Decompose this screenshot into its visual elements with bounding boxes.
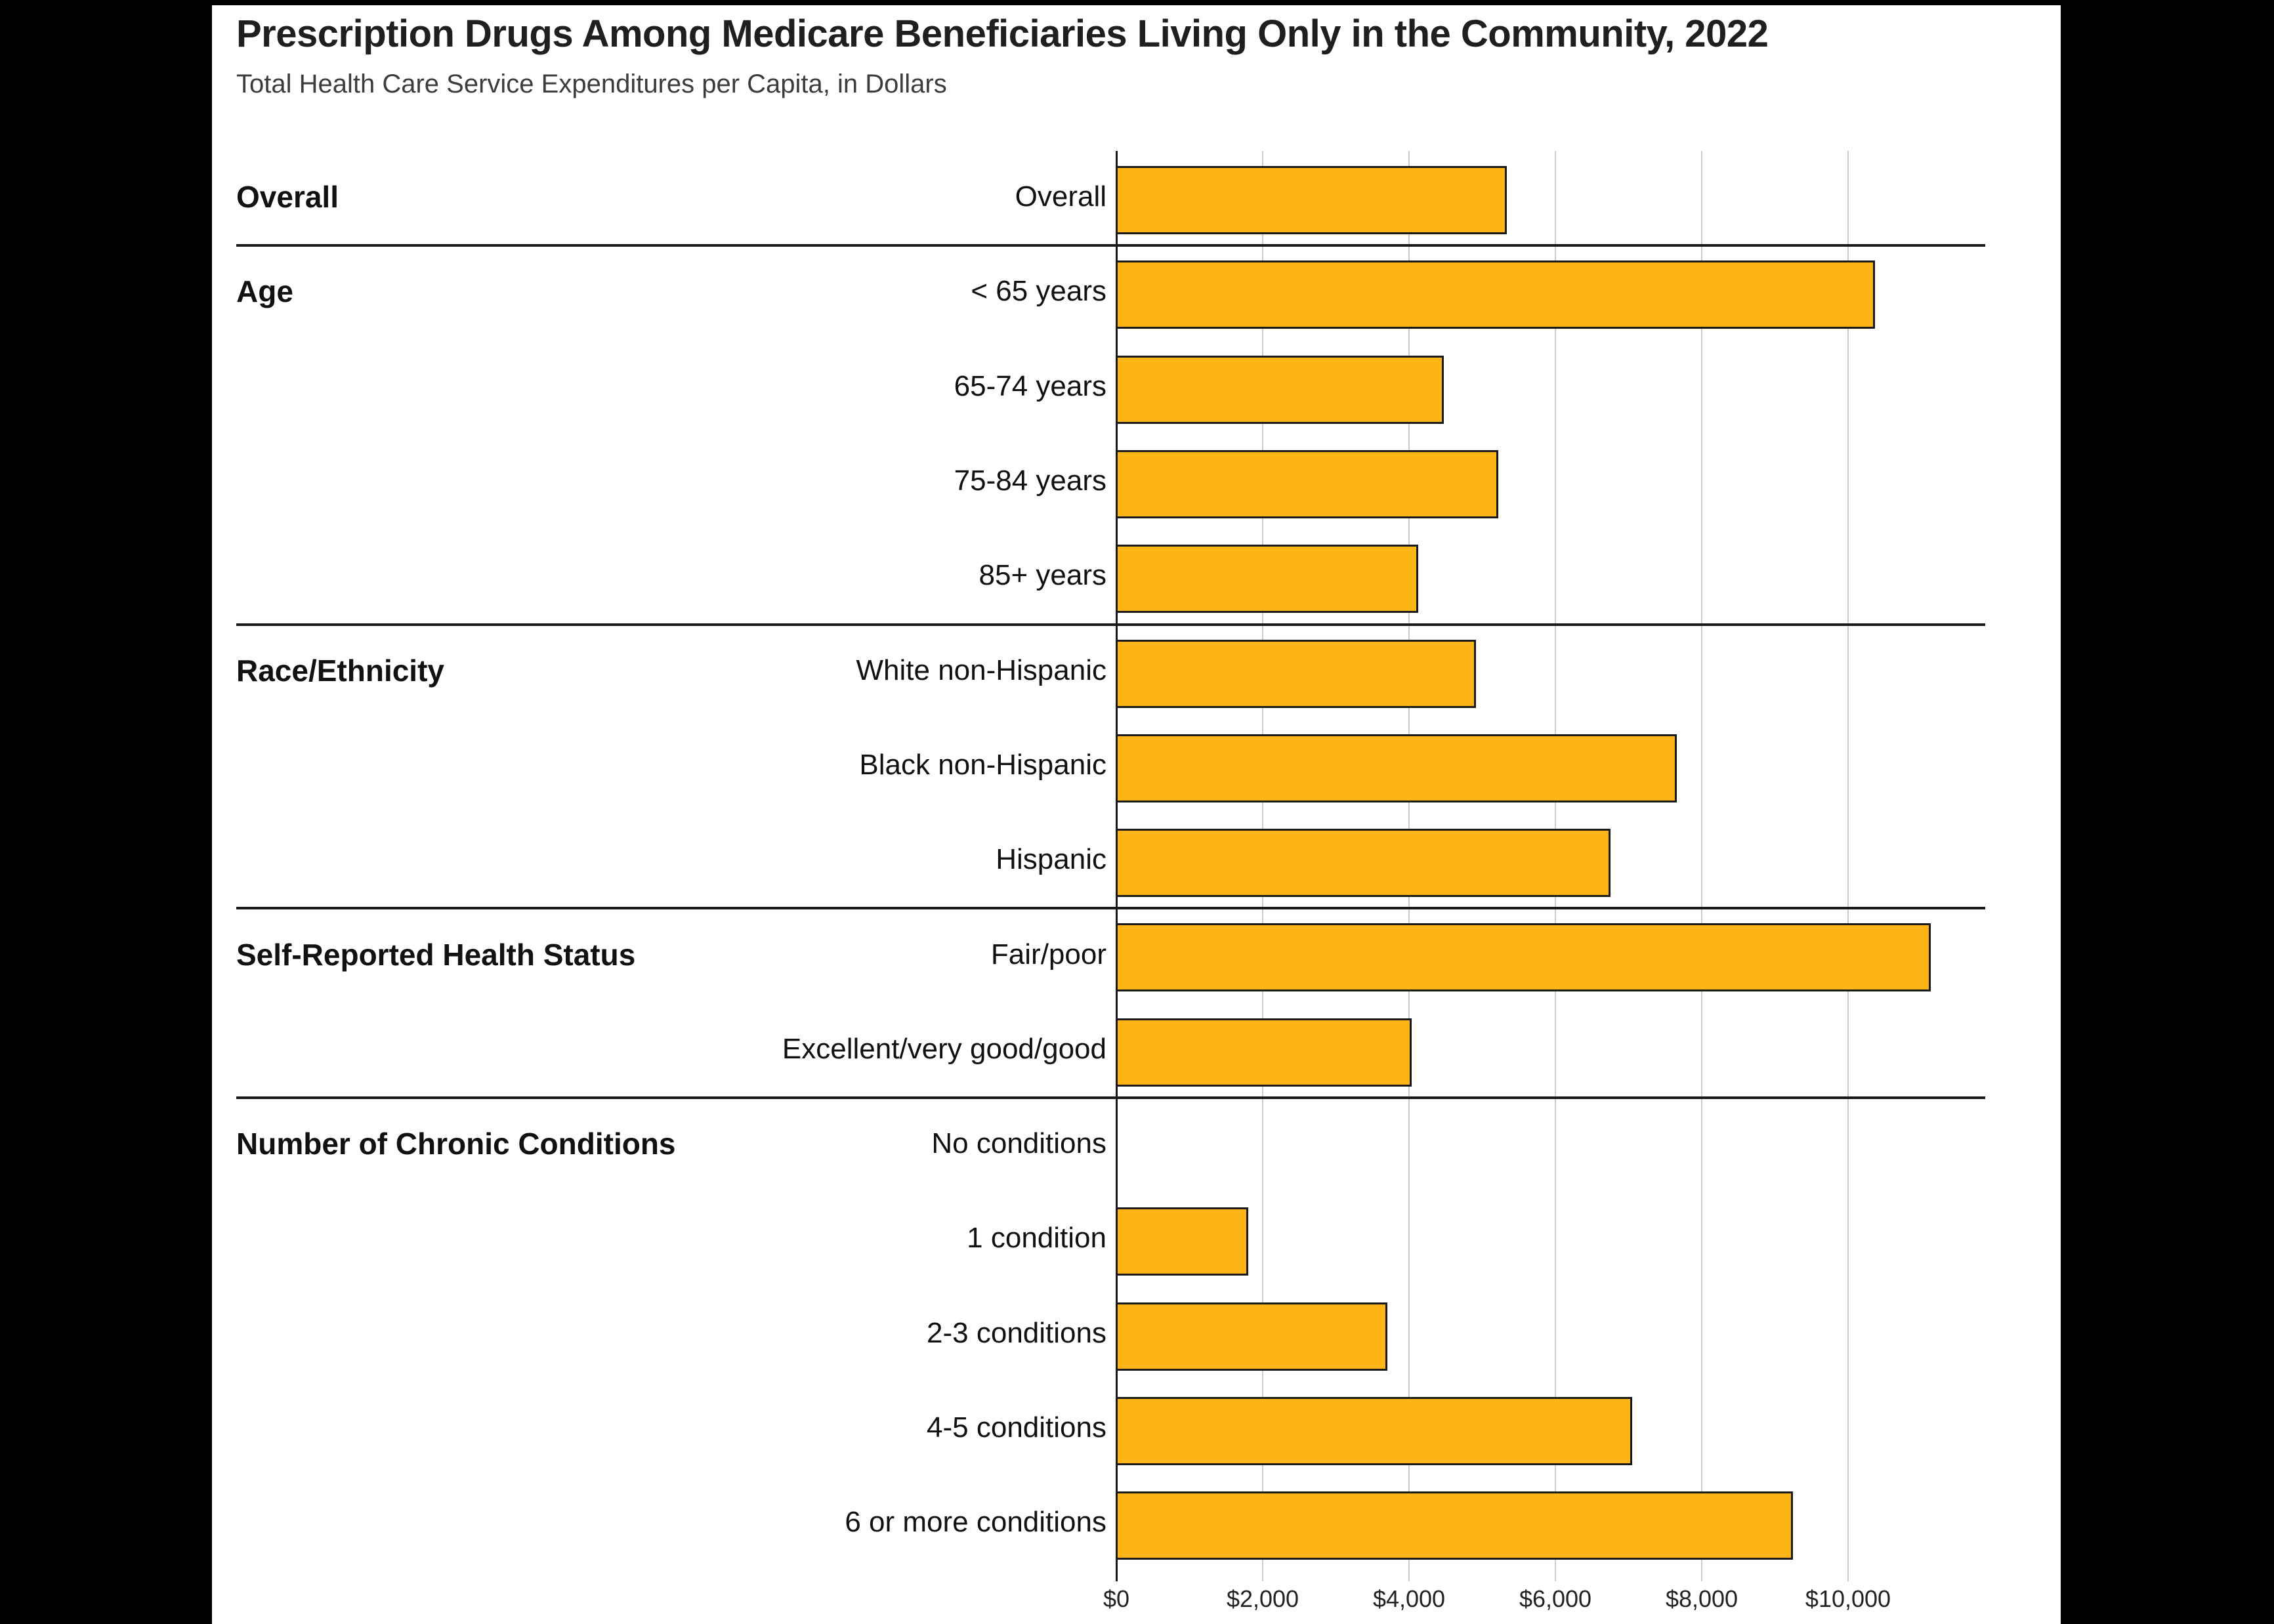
chart-row: Self-Reported Health Status Fair/poor (212, 908, 2061, 1003)
chart-row: 65-74 years (212, 341, 2061, 435)
x-axis-tick-label: $4,000 (1372, 1585, 1446, 1612)
bar (1116, 355, 1444, 424)
section-divider (236, 623, 1985, 626)
chart-subtitle: Total Health Care Service Expenditures p… (236, 70, 947, 98)
item-label: 2-3 conditions (927, 1316, 1106, 1349)
item-label: Black non-Hispanic (859, 748, 1106, 781)
x-axis-tick-label: $6,000 (1519, 1585, 1592, 1612)
chart-row: 2-3 conditions (212, 1287, 2061, 1382)
bar (1116, 1018, 1412, 1087)
section-divider (236, 244, 1985, 247)
chart-row: Number of Chronic Conditions No condition… (212, 1098, 2061, 1192)
item-label: 65-74 years (954, 369, 1106, 402)
group-label: Overall (236, 179, 339, 214)
item-label: Fair/poor (990, 938, 1106, 970)
bar (1116, 639, 1476, 708)
group-label: Number of Chronic Conditions (236, 1126, 676, 1161)
chart-row: 4-5 conditions (212, 1382, 2061, 1476)
chart-row: Hispanic (212, 814, 2061, 908)
chart-row: 85+ years (212, 530, 2061, 624)
x-axis-tick-label: $2,000 (1226, 1585, 1299, 1612)
x-axis-tick-label: $0 (1103, 1585, 1130, 1612)
chart-card: Prescription Drugs Among Medicare Benefi… (212, 5, 2061, 1624)
gridline (1847, 151, 1849, 1581)
bar (1116, 1396, 1632, 1465)
chart-row: Excellent/very good/good (212, 1003, 2061, 1098)
bar (1116, 260, 1875, 329)
bar (1116, 1491, 1793, 1560)
bar (1116, 1207, 1248, 1276)
chart-row: Black non-Hispanic (212, 719, 2061, 814)
bar (1116, 449, 1498, 518)
bar (1116, 734, 1677, 802)
bar (1116, 829, 1611, 898)
item-label: < 65 years (971, 275, 1106, 308)
section-divider (236, 1096, 1985, 1099)
chart-row: Overall Overall (212, 151, 2061, 245)
item-label: 1 condition (967, 1222, 1106, 1255)
chart-row: 75-84 years (212, 435, 2061, 530)
bar (1116, 1302, 1387, 1371)
bar (1116, 166, 1507, 234)
item-label: 6 or more conditions (845, 1506, 1106, 1539)
item-label: Overall (1015, 180, 1106, 213)
bar-chart-plot: $0 $2,000 $4,000 $6,000 $8,000 $10,000 Overall… (212, 5, 2061, 1624)
chart-row: 1 condition (212, 1192, 2061, 1287)
group-label: Self-Reported Health Status (236, 937, 636, 972)
x-axis-tick-label: $8,000 (1665, 1585, 1738, 1612)
bar (1116, 545, 1418, 614)
group-label: Race/Ethnicity (236, 653, 444, 688)
x-axis-tick-label: $10,000 (1805, 1585, 1891, 1612)
chart-row: 6 or more conditions (212, 1476, 2061, 1571)
group-label: Age (236, 274, 293, 309)
gridline (1701, 151, 1702, 1581)
item-label: White non-Hispanic (856, 654, 1107, 686)
item-label: Excellent/very good/good (782, 1032, 1106, 1065)
bar (1116, 923, 1931, 992)
item-label: 4-5 conditions (927, 1411, 1106, 1444)
item-label: No conditions (931, 1127, 1106, 1160)
item-label: 75-84 years (954, 465, 1106, 497)
chart-row: Age < 65 years (212, 245, 2061, 340)
item-label: Hispanic (996, 843, 1106, 876)
item-label: 85+ years (979, 559, 1106, 592)
section-divider (236, 907, 1985, 910)
chart-row: Race/Ethnicity White non-Hispanic (212, 625, 2061, 719)
chart-title: Prescription Drugs Among Medicare Benefi… (236, 12, 1769, 55)
